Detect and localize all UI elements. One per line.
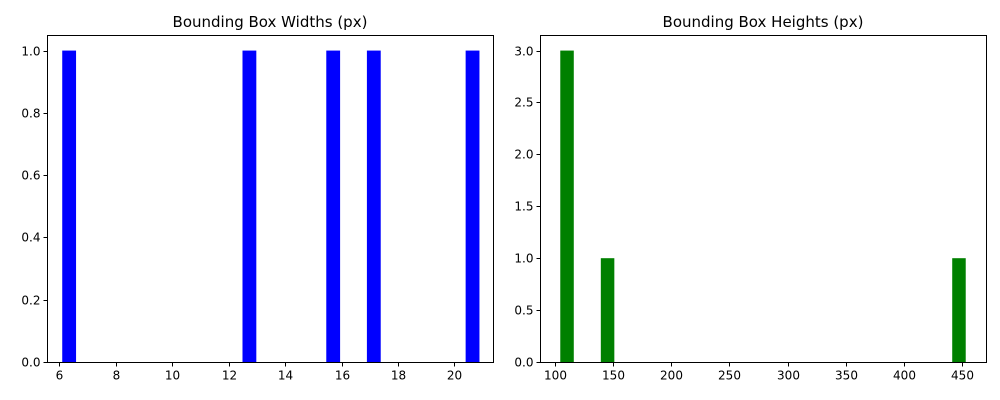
heights-y-tick-label-5: 2.5 bbox=[514, 96, 533, 110]
widths-y-axis: 0.0 0.2 0.4 0.6 0.8 1.0 bbox=[21, 45, 48, 370]
heights-bar-2 bbox=[952, 258, 966, 362]
widths-bar-0 bbox=[62, 50, 77, 362]
widths-x-tick-label-6: 18 bbox=[391, 369, 406, 383]
heights-x-tick-label-5: 350 bbox=[835, 369, 858, 383]
widths-x-tick-label-1: 8 bbox=[113, 369, 121, 383]
heights-y-tick-label-4: 2.0 bbox=[514, 148, 533, 162]
widths-x-tick-label-7: 20 bbox=[447, 369, 462, 383]
heights-bar-0 bbox=[560, 50, 574, 362]
widths-y-tick-label-2: 0.4 bbox=[21, 231, 40, 245]
heights-y-tick-label-6: 3.0 bbox=[514, 45, 533, 59]
heights-x-tick-label-3: 250 bbox=[718, 369, 741, 383]
widths-bar-2 bbox=[326, 50, 341, 362]
widths-x-tick-label-4: 14 bbox=[278, 369, 293, 383]
widths-bar-4 bbox=[465, 50, 480, 362]
heights-x-tick-label-0: 100 bbox=[544, 369, 567, 383]
widths-bars bbox=[62, 50, 480, 362]
widths-axes-frame bbox=[47, 35, 494, 363]
widths-bar-3 bbox=[366, 50, 381, 362]
widths-y-tick-label-1: 0.2 bbox=[21, 294, 40, 308]
heights-x-axis: 100 150 200 250 300 350 400 450 bbox=[544, 362, 974, 383]
heights-y-tick-label-3: 1.5 bbox=[514, 200, 533, 214]
widths-x-tick-label-0: 6 bbox=[56, 369, 64, 383]
widths-y-tick-label-3: 0.6 bbox=[21, 169, 40, 183]
widths-x-axis: 6 8 10 12 14 16 18 20 bbox=[56, 362, 462, 383]
heights-x-tick-label-2: 200 bbox=[660, 369, 683, 383]
heights-y-tick-label-2: 1.0 bbox=[514, 252, 533, 266]
heights-bar-1 bbox=[600, 258, 615, 362]
widths-histogram: Bounding Box Widths (px) 6 8 10 12 14 16 18 20 … bbox=[21, 13, 494, 383]
widths-x-tick-label-5: 16 bbox=[335, 369, 350, 383]
heights-x-tick-label-1: 150 bbox=[602, 369, 625, 383]
heights-bars bbox=[560, 50, 966, 362]
widths-y-tick-label-4: 0.8 bbox=[21, 107, 40, 121]
widths-x-tick-label-3: 12 bbox=[222, 369, 237, 383]
heights-x-tick-label-7: 450 bbox=[951, 369, 974, 383]
widths-chart-title: Bounding Box Widths (px) bbox=[173, 13, 368, 31]
heights-y-axis: 0.0 0.5 1.0 1.5 2.0 2.5 3.0 bbox=[514, 45, 541, 370]
widths-bar-1 bbox=[242, 50, 257, 362]
heights-axes-frame bbox=[540, 35, 987, 363]
widths-y-tick-label-5: 1.0 bbox=[21, 45, 40, 59]
heights-x-tick-label-6: 400 bbox=[893, 369, 916, 383]
heights-histogram: Bounding Box Heights (px) 100 150 200 250 30… bbox=[514, 13, 987, 383]
widths-x-tick-label-2: 10 bbox=[165, 369, 180, 383]
heights-y-tick-label-1: 0.5 bbox=[514, 304, 533, 318]
heights-x-tick-label-4: 300 bbox=[777, 369, 800, 383]
widths-y-tick-label-0: 0.0 bbox=[21, 356, 40, 370]
heights-chart-title: Bounding Box Heights (px) bbox=[663, 13, 864, 31]
heights-y-tick-label-0: 0.0 bbox=[514, 356, 533, 370]
